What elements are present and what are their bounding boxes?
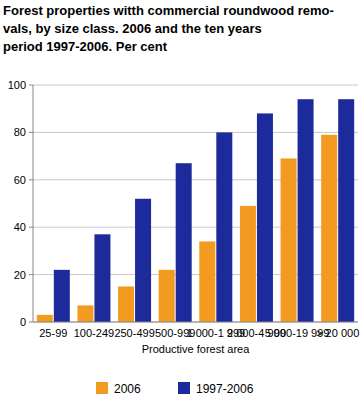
bar xyxy=(199,241,215,322)
y-tick-label: 80 xyxy=(14,126,26,138)
y-tick xyxy=(29,85,33,86)
title: period 1997-2006. Per cent xyxy=(3,39,168,54)
bar xyxy=(118,286,134,322)
bar xyxy=(94,234,110,322)
x-tick-label: 250-499 xyxy=(114,327,154,339)
legend-swatch xyxy=(178,382,190,394)
bars xyxy=(37,99,354,322)
bar xyxy=(216,132,232,322)
title: vals, by size class. 2006 and the ten ye… xyxy=(3,21,262,36)
bar xyxy=(257,113,273,322)
legend-swatch xyxy=(96,382,108,394)
y-tick-label: 20 xyxy=(14,269,26,281)
bar xyxy=(54,270,70,322)
bar xyxy=(77,305,93,322)
y-tick xyxy=(29,274,33,275)
bar xyxy=(338,99,354,322)
y-tick-label: 40 xyxy=(14,221,26,233)
x-tick-label: > 20 000 xyxy=(316,327,359,339)
x-tick-label: 25-99 xyxy=(39,327,67,339)
y-tick xyxy=(29,132,33,133)
legend-label: 2006 xyxy=(114,382,141,396)
bar xyxy=(281,158,297,322)
bar xyxy=(321,135,337,322)
bar xyxy=(37,315,53,322)
y-tick xyxy=(29,179,33,180)
grid-line xyxy=(33,322,358,323)
bar xyxy=(159,270,175,322)
bar xyxy=(135,199,151,322)
y-tick xyxy=(29,227,33,228)
title: Forest properties witth commercial round… xyxy=(3,3,334,18)
chart: Forest properties witth commercial round… xyxy=(0,0,363,400)
y-tick-label: 60 xyxy=(14,174,26,186)
x-tick-label: 100-249 xyxy=(74,327,114,339)
grid-line xyxy=(33,85,358,86)
legend-label: 1997-2006 xyxy=(196,382,254,396)
y-tick-label: 0 xyxy=(20,316,26,328)
bar xyxy=(298,99,314,322)
y-axis xyxy=(33,85,34,322)
bar xyxy=(240,206,256,322)
y-tick-label: 100 xyxy=(8,79,26,91)
bar xyxy=(176,163,192,322)
x-axis xyxy=(33,322,358,323)
y-tick xyxy=(29,322,33,323)
x-axis-label: Productive forest area xyxy=(142,343,250,355)
